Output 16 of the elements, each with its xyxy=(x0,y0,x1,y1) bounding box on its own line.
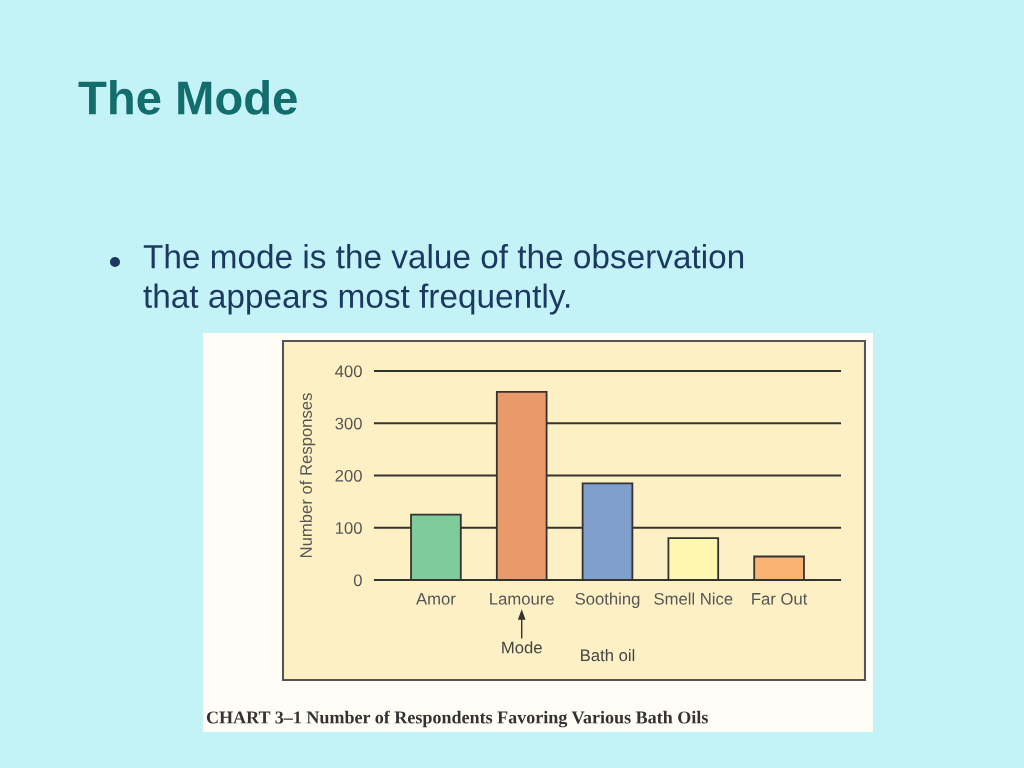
y-tick-label: 100 xyxy=(335,522,362,534)
y-axis-title: Number of Responses xyxy=(299,393,316,558)
x-tick-label: Lamoure xyxy=(490,593,554,605)
chart-title: The Mode xyxy=(78,79,297,115)
caption: CHART 3–1 Number of Respondents Favoring Various Bath Oils xyxy=(206,710,708,728)
y-tick-label: 400 xyxy=(335,365,362,378)
y-tick-label: 0 xyxy=(353,574,362,587)
x-tick-label: Amor xyxy=(416,593,456,605)
y-tick-label: 200 xyxy=(335,469,362,482)
x-tick-label: Smell Nice xyxy=(654,592,733,605)
x-tick-label: Soothing xyxy=(575,592,640,609)
x-tick-label: Far Out xyxy=(752,592,808,605)
y-tick-label: 300 xyxy=(335,417,362,430)
chart-subtitle: The mode is the value of the observation that appears most frequently. xyxy=(143,244,744,315)
text: Mode xyxy=(502,641,542,654)
x-axis-title: Bath oil xyxy=(581,648,635,662)
